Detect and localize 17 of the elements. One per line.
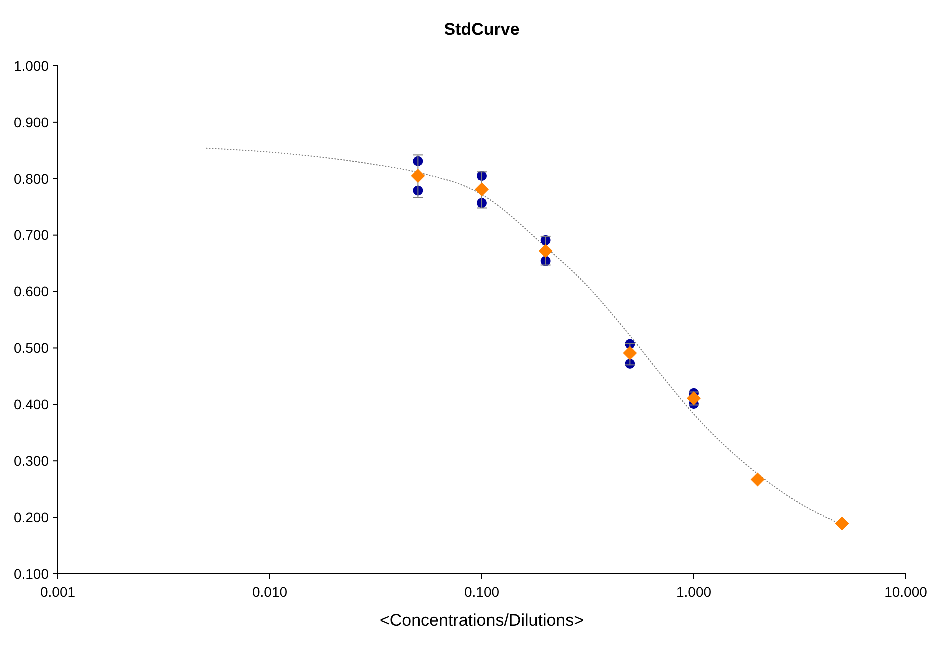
x-tick-label: 0.100: [464, 584, 500, 600]
y-tick-label: 0.500: [14, 340, 50, 356]
y-tick-label: 0.100: [14, 566, 50, 582]
y-tick-label: 0.800: [14, 170, 50, 187]
y-tick-label: 1.000: [14, 58, 50, 74]
x-tick-label: 0.001: [40, 584, 76, 600]
y-tick-label: 0.700: [14, 227, 50, 244]
chart-title: StdCurve: [444, 20, 520, 39]
x-tick-label: 10.000: [884, 584, 928, 600]
x-tick-label: 0.010: [252, 584, 288, 600]
x-axis-title: <Concentrations/Dilutions>: [380, 611, 584, 630]
y-tick-label: 0.300: [14, 453, 50, 470]
y-tick-label: 0.200: [14, 509, 50, 526]
y-tick-label: 0.900: [14, 114, 50, 130]
y-tick-label: 0.600: [14, 284, 50, 300]
x-tick-label: 1.000: [676, 584, 712, 600]
y-tick-label: 0.400: [14, 396, 50, 413]
